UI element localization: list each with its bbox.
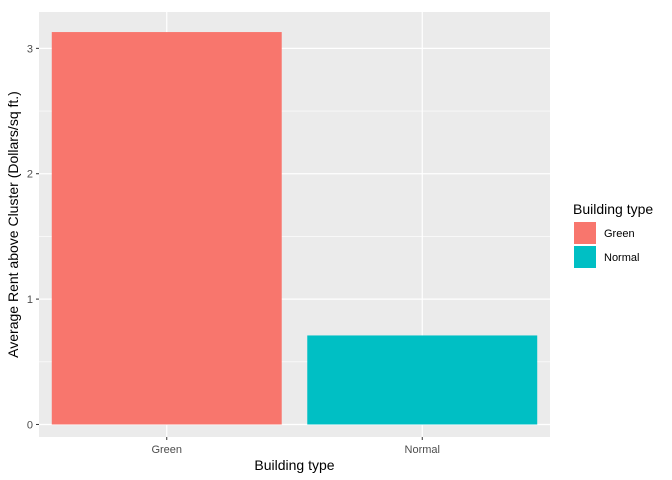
x-axis: Green Normal: [151, 437, 440, 456]
legend: Building type Green Normal: [573, 201, 653, 268]
legend-label-green: Green: [604, 228, 635, 240]
bars: [51, 32, 538, 425]
legend-label-normal: Normal: [604, 252, 639, 264]
y-tick-label: 0: [27, 419, 33, 431]
x-axis-title: Building type: [254, 457, 334, 473]
x-tick-label: Green: [151, 444, 182, 456]
legend-key-normal: [574, 246, 596, 268]
y-tick-label: 3: [27, 43, 33, 55]
y-axis: 0 1 2 3: [27, 43, 39, 431]
legend-title: Building type: [573, 201, 653, 217]
y-axis-title: Average Rent above Cluster (Dollars/sq f…: [5, 91, 21, 358]
legend-key-green: [574, 222, 596, 244]
y-tick-label: 2: [27, 169, 33, 181]
x-tick-label: Normal: [405, 444, 440, 456]
bar-normal: [307, 335, 538, 425]
y-tick-label: 1: [27, 294, 33, 306]
bar-green: [51, 32, 282, 425]
